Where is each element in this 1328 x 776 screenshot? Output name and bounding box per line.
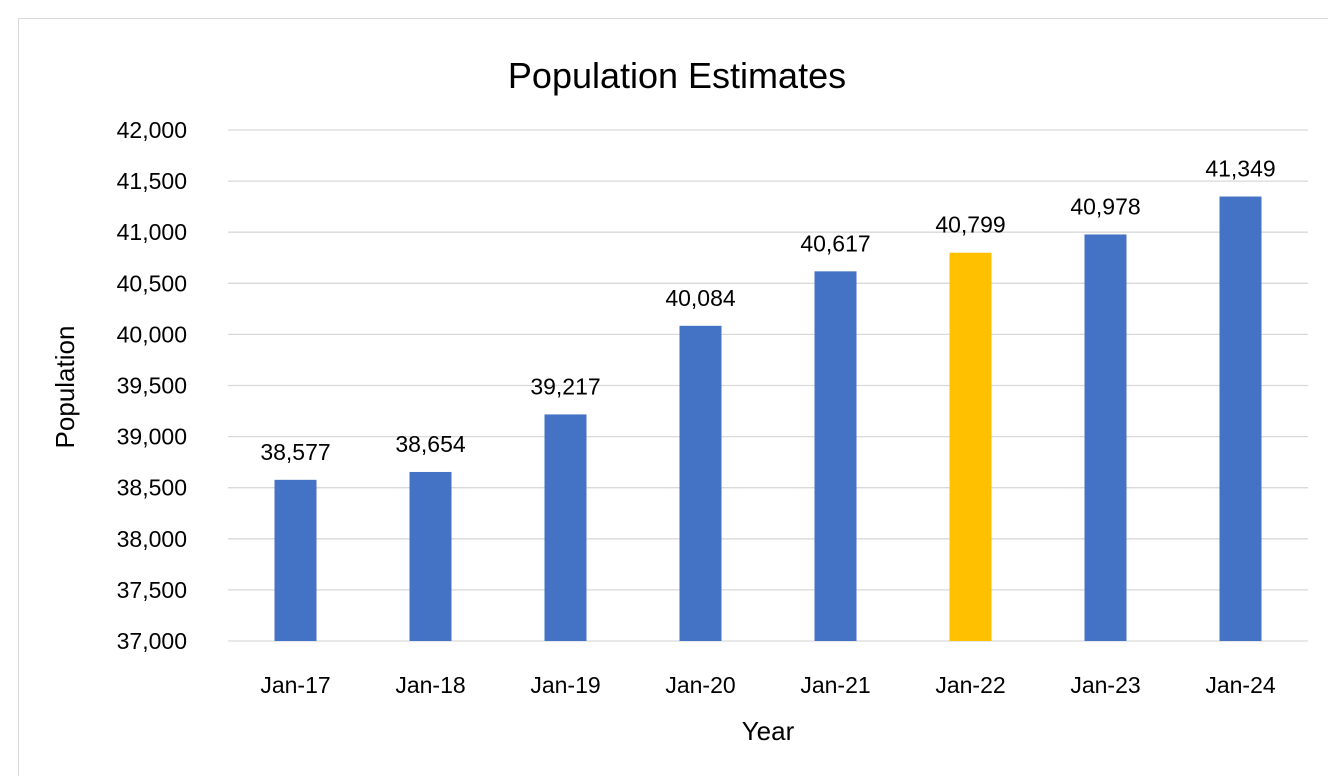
y-tick-label: 39,000 — [117, 424, 187, 450]
y-tick-label: 37,000 — [117, 628, 187, 654]
data-label: 40,978 — [1070, 193, 1140, 219]
x-tick-label: Jan-22 — [935, 672, 1005, 698]
data-label: 38,654 — [395, 431, 466, 457]
bars — [274, 196, 1262, 642]
data-label: 40,084 — [665, 285, 736, 311]
y-tick-label: 41,000 — [117, 219, 187, 245]
data-label: 41,349 — [1205, 156, 1275, 182]
data-labels: 38,577 38,654 39,217 40,084 40,617 40,799 40,9… — [260, 156, 1275, 465]
data-label: 40,617 — [800, 230, 870, 256]
bar — [1084, 234, 1127, 641]
x-tick-label: Jan-17 — [260, 672, 330, 698]
x-tick-label: Jan-19 — [530, 672, 600, 698]
bar — [949, 252, 992, 642]
chart-title: Population Estimates — [508, 55, 846, 96]
gridlines — [228, 129, 1308, 642]
y-tick-label: 41,500 — [117, 168, 187, 194]
data-label: 40,799 — [935, 212, 1005, 238]
bar — [409, 471, 452, 641]
y-tick-label: 38,000 — [117, 526, 187, 552]
y-axis-tick-labels: 37,000 37,500 38,000 38,500 39,000 39,500 40,0… — [117, 117, 187, 654]
data-label: 38,577 — [260, 439, 330, 465]
y-tick-label: 40,500 — [117, 270, 187, 296]
x-axis-tick-labels: Jan-17 Jan-18 Jan-19 Jan-20 Jan-21 Jan-22 Jan-… — [260, 672, 1276, 698]
y-tick-label: 42,000 — [117, 117, 187, 143]
bar — [1219, 196, 1262, 641]
y-tick-label: 39,500 — [117, 373, 187, 399]
bar — [679, 325, 722, 641]
data-label: 39,217 — [530, 373, 600, 399]
x-tick-label: Jan-23 — [1070, 672, 1140, 698]
y-tick-label: 38,500 — [117, 475, 187, 501]
bar — [544, 414, 587, 641]
y-tick-label: 40,000 — [117, 321, 187, 347]
bar — [274, 479, 317, 641]
x-tick-label: Jan-24 — [1205, 672, 1276, 698]
x-tick-label: Jan-21 — [800, 672, 870, 698]
bar — [814, 271, 857, 641]
y-axis-title: Population — [50, 326, 80, 449]
y-tick-label: 37,500 — [117, 577, 187, 603]
x-axis-title: Year — [742, 716, 795, 746]
x-tick-label: Jan-20 — [665, 672, 735, 698]
x-tick-label: Jan-18 — [395, 672, 465, 698]
